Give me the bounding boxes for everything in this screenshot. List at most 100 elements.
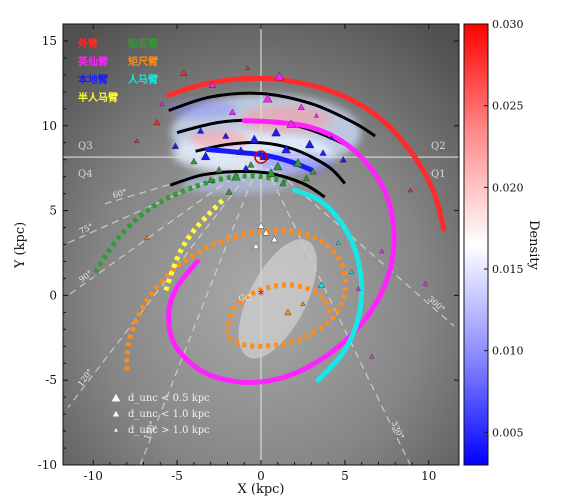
source-marker xyxy=(300,301,306,306)
bar-ellipse xyxy=(238,239,317,359)
source-marker xyxy=(286,119,296,128)
galactic-bar xyxy=(238,239,317,359)
arm-line-outer xyxy=(166,75,447,232)
arm-line-perseus xyxy=(166,118,397,385)
source-marker xyxy=(349,269,355,274)
colorbar-tick-label: 0.020 xyxy=(492,181,524,194)
source-marker xyxy=(180,69,188,76)
source-marker xyxy=(273,161,283,171)
source-marker xyxy=(317,281,325,288)
colorbar-gradient xyxy=(463,23,489,466)
arm-line-sagittarius xyxy=(292,187,365,383)
x-axis-title: X (kpc) xyxy=(237,482,284,497)
source-marker xyxy=(197,127,205,134)
source-marker xyxy=(159,101,165,106)
source-marker xyxy=(153,118,161,126)
source-marker xyxy=(257,222,265,229)
y-tick-label: 10 xyxy=(42,119,57,133)
density-fit-arc xyxy=(195,140,347,185)
source-marker xyxy=(271,127,281,137)
quadrant-label-q1: Q1 xyxy=(431,169,446,180)
source-marker xyxy=(313,112,319,118)
marker-key-symbol xyxy=(114,428,118,432)
source-marker xyxy=(222,132,230,139)
sun-marker-dot xyxy=(259,155,263,159)
source-marker xyxy=(407,187,413,193)
colorbar-tick-label: 0.005 xyxy=(492,426,524,439)
source-marker xyxy=(245,65,251,71)
source-marker xyxy=(379,248,385,254)
source-marker xyxy=(242,164,250,171)
source-marker xyxy=(304,139,315,149)
x-tick-label: 0 xyxy=(257,469,265,483)
longitude-line xyxy=(67,156,262,296)
legend-item: 本地臂 xyxy=(78,73,108,86)
marker-key-label: d_unc > 1.0 kpc xyxy=(128,425,210,436)
quadrant-label-q3: Q3 xyxy=(78,141,93,152)
source-marker xyxy=(309,167,317,175)
y-tick-label: 0 xyxy=(49,288,57,302)
source-marker xyxy=(207,176,215,183)
y-tick-label: 15 xyxy=(42,34,57,48)
quadrant-labels: Q1 Q2 Q3 Q4 xyxy=(78,141,446,180)
longitude-line xyxy=(104,156,262,205)
marker-key-symbol xyxy=(111,393,121,402)
gc-label: GC xyxy=(238,293,251,302)
source-marker xyxy=(171,142,179,149)
density-cloud-blob xyxy=(180,173,291,194)
colorbar-tick-label: 0.015 xyxy=(492,263,524,276)
sun-marker xyxy=(254,150,268,164)
quadrant-label-q4: Q4 xyxy=(78,169,93,180)
density-cloud-blob xyxy=(167,99,238,118)
source-marker xyxy=(208,81,216,88)
source-marker xyxy=(422,280,428,286)
x-tick-label: -5 xyxy=(171,469,183,483)
legend-item: 半人马臂 xyxy=(78,91,118,104)
source-marker xyxy=(215,166,223,173)
source-marker xyxy=(274,71,285,81)
quadrant-label-q2: Q2 xyxy=(431,141,446,152)
marker-key-label: d_unc < 0.5 kpc xyxy=(128,393,210,404)
legend-item: 人马臂 xyxy=(128,73,158,86)
x-tick-label: 10 xyxy=(421,469,436,483)
source-marker xyxy=(279,179,287,187)
density-fit-arc xyxy=(168,91,376,138)
maser-sources xyxy=(134,65,428,359)
marker-key-symbol xyxy=(112,410,120,417)
colorbar-ticks: 0.005 0.010 0.015 0.020 0.025 0.030 xyxy=(484,18,524,439)
density-fit-arc xyxy=(169,169,326,199)
source-marker xyxy=(144,235,150,240)
legend-item: 矩尺臂 xyxy=(128,55,158,68)
source-marker xyxy=(339,156,347,163)
source-marker xyxy=(266,168,276,177)
source-marker xyxy=(200,151,211,161)
source-marker xyxy=(252,242,260,249)
source-marker xyxy=(284,308,292,316)
legend-item: 英仙臂 xyxy=(77,55,108,68)
longitude-line xyxy=(67,156,262,408)
source-marker xyxy=(319,149,327,156)
marker-key-label: d_unc < 1.0 kpc xyxy=(128,409,210,420)
source-marker xyxy=(231,171,241,181)
source-marker xyxy=(262,93,273,103)
source-marker xyxy=(328,135,335,140)
gc-marker: * xyxy=(258,288,265,303)
colorbar-title: Density xyxy=(526,220,541,271)
source-marker xyxy=(262,229,270,236)
source-marker xyxy=(190,157,198,165)
longitude-line xyxy=(260,156,455,327)
special-markers: * GC xyxy=(238,150,268,303)
source-marker xyxy=(297,103,305,110)
colorbar: 0.005 0.010 0.015 0.020 0.025 0.030 Density xyxy=(463,18,541,466)
source-marker xyxy=(236,146,246,155)
source-marker xyxy=(270,235,278,243)
source-marker xyxy=(369,353,375,359)
colorbar-tick-label: 0.030 xyxy=(492,18,524,31)
longitude-label: 60° xyxy=(112,187,128,200)
x-tick-label: 5 xyxy=(341,469,349,483)
source-marker xyxy=(281,144,291,154)
y-tick-label: -5 xyxy=(45,373,57,387)
colorbar-tick-label: 0.010 xyxy=(492,345,524,358)
arm-line-norma xyxy=(124,228,349,372)
